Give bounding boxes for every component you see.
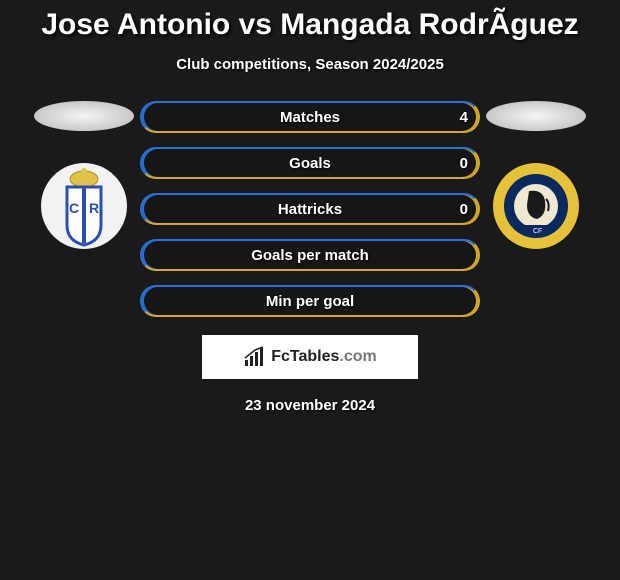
stat-label: Goals per match: [251, 247, 369, 264]
club-badge-left-icon: C R: [41, 163, 127, 249]
svg-text:R: R: [89, 200, 99, 216]
player-avatar-left: [34, 101, 134, 131]
stat-value-right: 0: [460, 201, 468, 218]
stat-value-right: 4: [460, 109, 468, 126]
subtitle: Club competitions, Season 2024/2025: [0, 56, 620, 73]
brand-suffix: .com: [339, 348, 376, 365]
club-badge-right: CF: [493, 163, 579, 249]
chart-icon: [243, 346, 265, 368]
stats-column: Matches 4 Goals 0 Hattricks 0 Goals per match M…: [140, 101, 480, 317]
brand-text: FcTables.com: [271, 348, 377, 366]
svg-text:CF: CF: [533, 228, 542, 235]
stat-row: Matches 4: [140, 101, 480, 133]
left-column: C R: [28, 101, 140, 249]
stat-row: Goals per match: [140, 239, 480, 271]
brand-box[interactable]: FcTables.com: [202, 335, 418, 379]
club-badge-left: C R: [41, 163, 127, 249]
stat-row: Goals 0: [140, 147, 480, 179]
stat-value-right: 0: [460, 155, 468, 172]
comparison-card: Jose Antonio vs Mangada RodrÃ­guez Club …: [0, 0, 620, 414]
player-avatar-right: [486, 101, 586, 131]
stat-row: Hattricks 0: [140, 193, 480, 225]
stat-row: Min per goal: [140, 285, 480, 317]
main-row: C R Matches 4 Goals 0 Hattricks 0 Goals per ma…: [0, 101, 620, 317]
right-column: CF: [480, 101, 592, 249]
club-badge-right-icon: CF: [493, 163, 579, 249]
page-title: Jose Antonio vs Mangada RodrÃ­guez: [0, 8, 620, 42]
stat-label: Hattricks: [278, 201, 342, 218]
svg-text:C: C: [69, 200, 79, 216]
stat-label: Min per goal: [266, 293, 354, 310]
brand-primary: FcTables: [271, 348, 339, 365]
stat-label: Goals: [289, 155, 331, 172]
stat-label: Matches: [280, 109, 340, 126]
date-text: 23 november 2024: [0, 397, 620, 414]
